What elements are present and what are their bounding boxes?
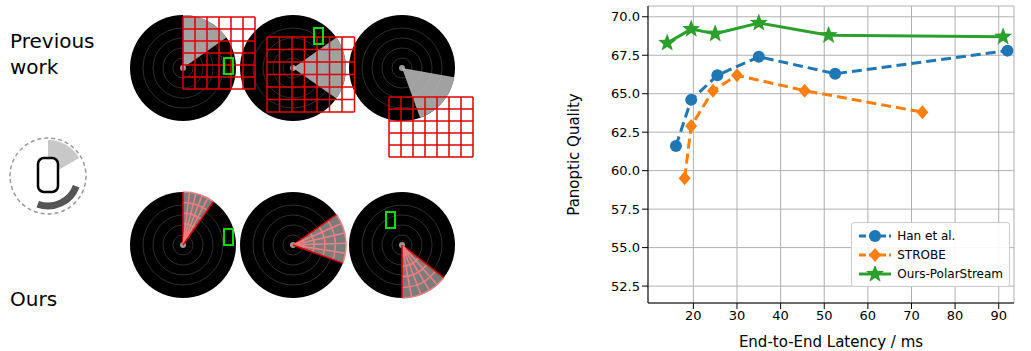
svg-text:End-to-End Latency / ms: End-to-End Latency / ms [739,333,923,351]
svg-text:65.0: 65.0 [611,86,640,101]
svg-text:57.5: 57.5 [611,202,640,217]
svg-text:52.5: 52.5 [611,279,640,294]
svg-text:62.5: 62.5 [611,125,640,140]
svg-text:60: 60 [860,308,877,323]
html-text:Han et al.: Han et al. [897,228,956,243]
svg-text:40: 40 [772,308,789,323]
svg-text:20: 20 [685,308,702,323]
svg-text:50: 50 [816,308,833,323]
svg-text:90: 90 [990,308,1007,323]
html-text:Ours-PolarStream: Ours-PolarStream [897,266,1003,281]
svg-text:60.0: 60.0 [611,163,640,178]
html-text:STROBE: STROBE [897,247,946,262]
svg-text:30: 30 [729,308,746,323]
svg-text:80: 80 [947,308,964,323]
svg-text:70.0: 70.0 [611,9,640,24]
html-text:Previous work: Previous work [10,29,95,79]
svg-text:67.5: 67.5 [611,48,640,63]
svg-text:55.0: 55.0 [611,240,640,255]
html-text:Ours: Ours [10,287,58,311]
svg-text:Panoptic Quality: Panoptic Quality [565,93,583,216]
svg-text:70: 70 [903,308,920,323]
